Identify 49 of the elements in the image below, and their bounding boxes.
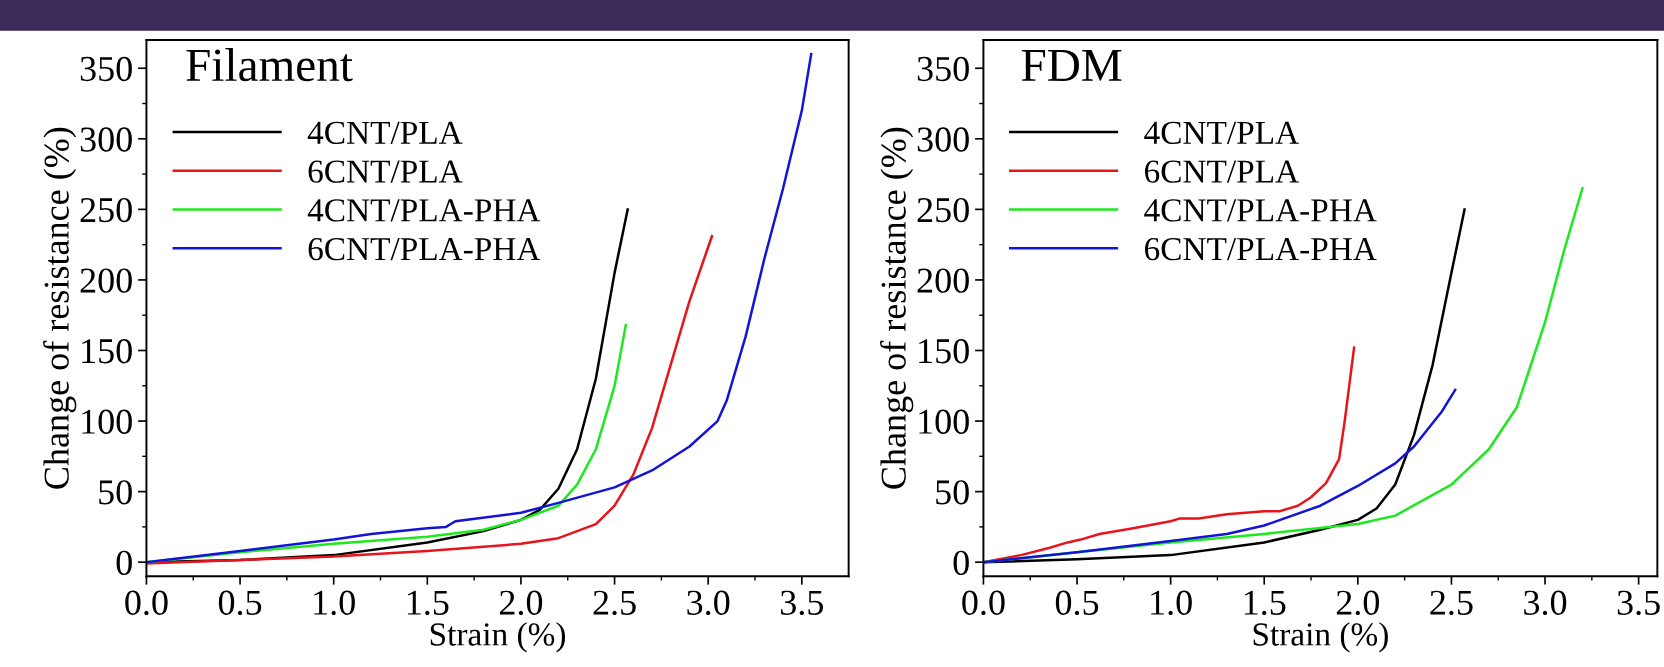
y-axis-title: Change of resistance (%)	[43, 127, 77, 489]
legend-label: 4CNT/PLA	[307, 121, 463, 145]
x-tick-label: 0.0	[962, 590, 1005, 616]
x-axis-title: Strain (%)	[430, 622, 566, 653]
y-tick-label: 250	[917, 197, 969, 223]
x-tick-label: 2.5	[593, 590, 636, 616]
line-series	[983, 346, 1356, 564]
y-tick-label: 50	[99, 480, 132, 505]
legend-label: 4CNT/PLA-PHA	[307, 199, 541, 222]
x-tick-label: 1.0	[314, 590, 355, 616]
x-tick-label: 1.5	[1244, 590, 1286, 616]
y-tick-label: 150	[919, 339, 969, 364]
x-tick-label: 2.0	[1336, 590, 1380, 616]
y-tick-label: 100	[82, 409, 132, 434]
y-tick-label: 300	[917, 127, 969, 152]
x-tick-label: 3.5	[780, 590, 823, 616]
x-tick-label: 2.5	[1430, 590, 1473, 616]
y-tick-label: 0	[116, 550, 132, 576]
line-series	[983, 388, 1457, 564]
y-tick-label: 0	[953, 550, 969, 576]
x-tick-label: 1.0	[1151, 590, 1192, 616]
y-tick-label: 250	[80, 197, 132, 223]
chart-title: FDM	[1021, 49, 1122, 81]
legend-label: 4CNT/PLA-PHA	[1144, 199, 1377, 222]
legend-label: 4CNT/PLA	[1144, 121, 1299, 145]
y-tick-label: 200	[917, 268, 969, 293]
x-axis-title: Strain (%)	[1253, 622, 1388, 653]
x-tick-label: 3.0	[1524, 590, 1567, 616]
y-tick-label: 300	[80, 127, 132, 152]
x-tick-label: 0.5	[218, 590, 262, 616]
x-tick-label: 0.0	[125, 590, 168, 616]
legend-label: 6CNT/PLA	[1145, 160, 1299, 183]
legend-label: 6CNT/PLA-PHA	[1145, 237, 1377, 261]
chart-title: Filament	[186, 48, 353, 82]
legend-label: 6CNT/PLA	[308, 160, 463, 183]
y-tick-label: 100	[919, 409, 969, 434]
x-tick-label: 1.5	[407, 590, 449, 616]
x-tick-label: 3.5	[1617, 590, 1660, 616]
y-tick-label: 350	[80, 56, 132, 82]
x-tick-label: 0.5	[1055, 590, 1099, 616]
y-axis-title: Change of resistance (%)	[880, 127, 914, 489]
x-tick-label: 3.0	[687, 590, 730, 616]
y-tick-label: 350	[917, 56, 969, 82]
x-tick-label: 2.0	[499, 590, 543, 616]
y-tick-label: 50	[936, 480, 969, 505]
y-tick-label: 200	[80, 268, 132, 293]
legend-label: 6CNT/PLA-PHA	[308, 237, 541, 261]
y-tick-label: 150	[82, 339, 132, 364]
line-series	[146, 234, 714, 565]
